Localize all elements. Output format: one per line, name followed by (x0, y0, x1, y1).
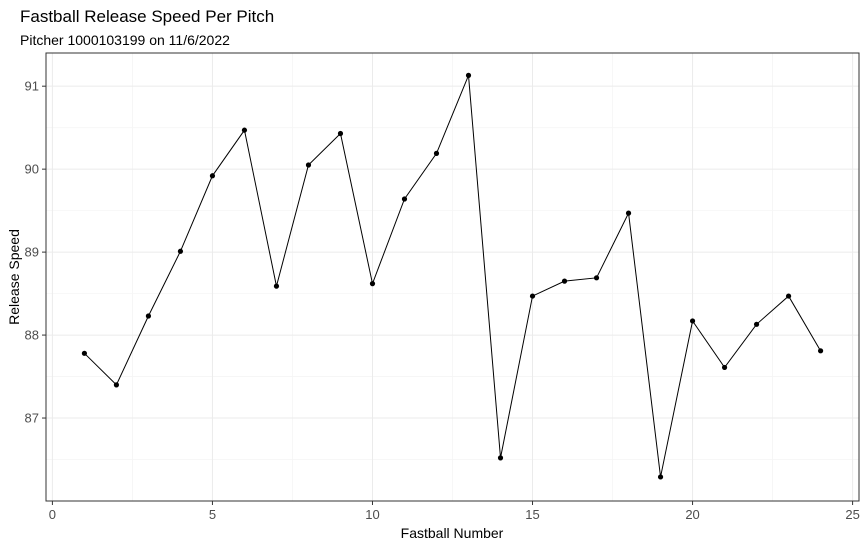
data-point (818, 348, 823, 353)
data-point (242, 128, 247, 133)
data-point (722, 365, 727, 370)
x-axis-title: Fastball Number (401, 525, 504, 541)
data-point (434, 151, 439, 156)
data-point (146, 313, 151, 318)
y-axis-title: Release Speed (6, 229, 22, 325)
data-point (274, 284, 279, 289)
x-tick-label: 5 (209, 507, 216, 522)
chart-subtitle: Pitcher 1000103199 on 11/6/2022 (20, 32, 230, 48)
y-tick-label: 89 (25, 245, 39, 260)
y-axis-ticks: 87 88 89 90 91 (25, 79, 46, 426)
chart-title: Fastball Release Speed Per Pitch (20, 7, 274, 26)
data-point (498, 455, 503, 460)
y-tick-label: 91 (25, 79, 39, 94)
x-tick-label: 20 (685, 507, 699, 522)
data-point (626, 211, 631, 216)
data-point (306, 162, 311, 167)
y-tick-label: 88 (25, 328, 39, 343)
data-point (82, 351, 87, 356)
data-point (594, 275, 599, 280)
data-point (338, 131, 343, 136)
data-point (690, 318, 695, 323)
y-tick-label: 87 (25, 411, 39, 426)
data-point (466, 73, 471, 78)
data-point (530, 293, 535, 298)
data-point (402, 196, 407, 201)
data-point (786, 293, 791, 298)
data-point (754, 322, 759, 327)
data-point (178, 249, 183, 254)
y-tick-label: 90 (25, 162, 39, 177)
x-tick-label: 0 (49, 507, 56, 522)
x-tick-label: 15 (525, 507, 539, 522)
data-point (370, 281, 375, 286)
data-point (658, 474, 663, 479)
data-point (210, 173, 215, 178)
data-point (114, 382, 119, 387)
x-tick-label: 10 (365, 507, 379, 522)
x-tick-label: 25 (845, 507, 859, 522)
data-point (562, 279, 567, 284)
x-axis-ticks: 0 5 10 15 20 25 (49, 501, 860, 522)
